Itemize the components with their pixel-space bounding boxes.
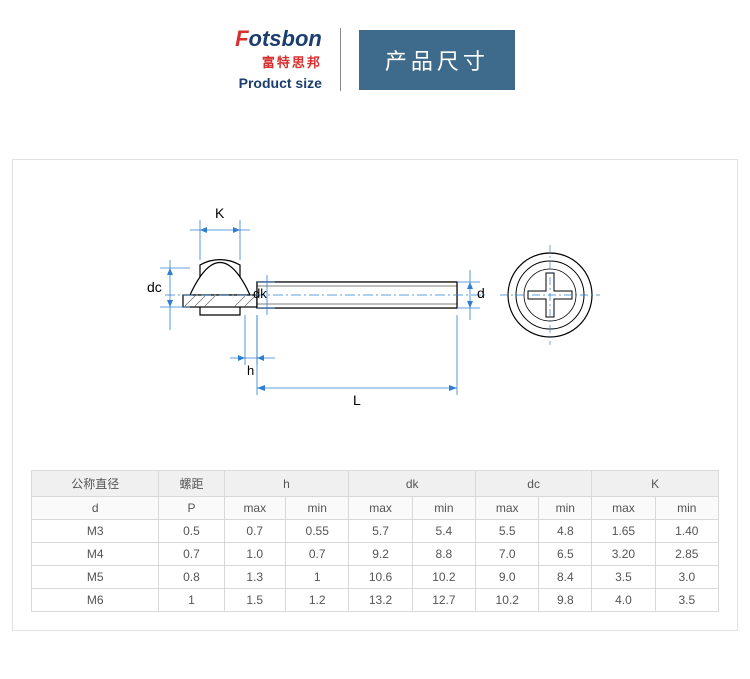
main-frame: K dc dk d h [12,159,738,631]
col-group: 公称直径 [32,471,159,497]
title-badge: 产品尺寸 [359,30,515,90]
logo-wordmark: Fotsbon [235,28,322,50]
logo-letter-f: F [235,26,248,51]
table-cell: M4 [32,543,159,566]
table-cell: 0.55 [286,520,349,543]
table-cell: M6 [32,589,159,612]
diagram: K dc dk d h [31,172,719,470]
table-row: M40.71.00.79.28.87.06.53.202.85 [32,543,719,566]
table-cell: 10.6 [349,566,412,589]
table-cell: 1.2 [286,589,349,612]
col-sub: max [349,497,412,520]
table-cell: 0.7 [159,543,224,566]
header: Fotsbon 富特思邦 Product size 产品尺寸 [0,0,750,99]
table-row: M30.50.70.555.75.45.54.81.651.40 [32,520,719,543]
table-cell: 5.7 [349,520,412,543]
table-cell: 3.5 [592,566,655,589]
table-cell: 4.8 [539,520,592,543]
logo-subtitle: Product size [239,75,322,91]
table-cell: M5 [32,566,159,589]
table-cell: 2.85 [655,543,718,566]
logo-cn: 富特思邦 [262,52,322,71]
table-cell: 6.5 [539,543,592,566]
table-cell: 0.7 [224,520,286,543]
col-sub: d [32,497,159,520]
logo-block: Fotsbon 富特思邦 Product size [235,28,341,91]
table-cell: 10.2 [476,589,539,612]
table-head: 公称直径螺距hdkdcK dPmaxminmaxminmaxminmaxmin [32,471,719,520]
logo-rest: otsbon [249,26,322,51]
table-cell: 9.8 [539,589,592,612]
screw-diagram: K dc dk d h [145,190,605,420]
col-sub: min [286,497,349,520]
table-cell: M3 [32,520,159,543]
col-sub: P [159,497,224,520]
table-cell: 3.5 [655,589,718,612]
table-cell: 0.7 [286,543,349,566]
dim-k-label: K [215,205,225,221]
col-sub: min [655,497,718,520]
col-group: dc [476,471,592,497]
table-cell: 1 [286,566,349,589]
table-row: M50.81.3110.610.29.08.43.53.0 [32,566,719,589]
table-cell: 4.0 [592,589,655,612]
col-group: 螺距 [159,471,224,497]
table-cell: 1.40 [655,520,718,543]
col-sub: max [476,497,539,520]
table-cell: 1 [159,589,224,612]
dim-h-label: h [247,363,254,378]
dim-d-label: d [477,285,485,301]
spec-table: 公称直径螺距hdkdcK dPmaxminmaxminmaxminmaxmin … [31,470,719,612]
table-cell: 8.8 [412,543,475,566]
table-cell: 5.4 [412,520,475,543]
col-sub: max [224,497,286,520]
col-group: K [592,471,719,497]
table-cell: 1.65 [592,520,655,543]
col-group: h [224,471,349,497]
dim-dc-label: dc [147,279,162,295]
table-cell: 3.0 [655,566,718,589]
table-cell: 3.20 [592,543,655,566]
dim-l-label: L [353,392,361,408]
table-cell: 9.0 [476,566,539,589]
table-cell: 9.2 [349,543,412,566]
table-cell: 1.5 [224,589,286,612]
table-cell: 0.8 [159,566,224,589]
col-group: dk [349,471,476,497]
table-cell: 5.5 [476,520,539,543]
table-row: M611.51.213.212.710.29.84.03.5 [32,589,719,612]
table-cell: 7.0 [476,543,539,566]
table-cell: 13.2 [349,589,412,612]
table-cell: 8.4 [539,566,592,589]
dim-dk-label: dk [253,286,267,301]
table-body: M30.50.70.555.75.45.54.81.651.40M40.71.0… [32,520,719,612]
col-sub: min [539,497,592,520]
table-cell: 12.7 [412,589,475,612]
col-sub: min [412,497,475,520]
table-cell: 1.3 [224,566,286,589]
table-cell: 1.0 [224,543,286,566]
table-cell: 0.5 [159,520,224,543]
col-sub: max [592,497,655,520]
table-cell: 10.2 [412,566,475,589]
